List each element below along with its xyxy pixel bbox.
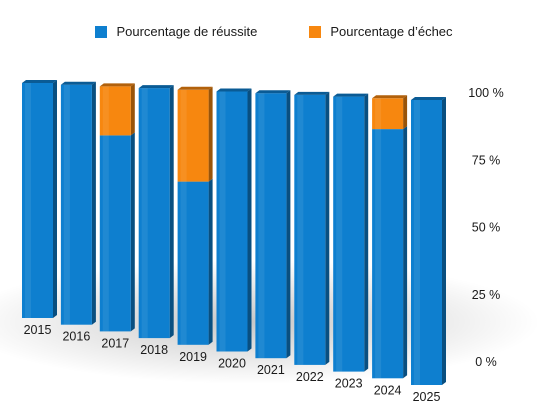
bar-segment-2016-0 [60, 84, 92, 325]
bar-segment-2017-0 [99, 135, 131, 332]
bar-side-2019-1 [208, 86, 213, 182]
bar-top-2016 [60, 81, 96, 85]
x-tick-label-2015: 2015 [24, 323, 52, 337]
bar-highlight-2021-0 [258, 93, 265, 359]
bar-side-2016-0 [91, 81, 96, 325]
bar-top-2024 [372, 95, 408, 99]
bar-segment-2017-1 [99, 86, 131, 136]
bar-top-2023 [333, 93, 369, 97]
bar-highlight-2017-1 [102, 86, 109, 136]
x-tick-label-2021: 2021 [257, 363, 285, 377]
bar-segment-2019-1 [177, 89, 209, 182]
legend: Pourcentage de réussite Pourcentage d’éc… [0, 24, 548, 39]
bar-2023 [333, 93, 369, 372]
bar-2025 [411, 97, 446, 385]
bar-highlight-2015-0 [25, 83, 31, 318]
legend-label-failure: Pourcentage d’échec [330, 24, 453, 39]
x-tick-label-2017: 2017 [101, 336, 129, 350]
bar-side-2025-0 [442, 97, 446, 385]
bar-top-2015 [22, 80, 57, 83]
bar-2015 [22, 80, 57, 318]
bar-side-2024-0 [403, 126, 408, 379]
bar-segment-2021-0 [255, 93, 287, 359]
y-tick-label-100: 100 % [468, 86, 503, 100]
bar-side-2021-0 [286, 90, 291, 359]
bar-top-2017 [99, 83, 135, 87]
bar-2016 [60, 81, 96, 325]
bar-2021 [255, 90, 291, 359]
bar-top-2022 [294, 91, 330, 95]
bar-side-2015-0 [53, 80, 57, 318]
bar-top-2021 [255, 90, 291, 94]
bar-segment-2020-0 [216, 91, 248, 352]
bar-top-2018 [138, 85, 174, 89]
bar-segment-2018-0 [138, 88, 170, 339]
x-tick-label-2022: 2022 [296, 370, 324, 384]
bar-side-2019-0 [208, 178, 213, 345]
bar-segment-2015-0 [22, 83, 53, 318]
x-tick-label-2020: 2020 [218, 357, 246, 371]
bar-top-2019 [177, 86, 213, 90]
bar-2024 [372, 95, 408, 379]
y-tick-label-75: 75 % [472, 153, 501, 167]
bar-side-2022-0 [325, 91, 330, 365]
bar-highlight-2016-0 [63, 84, 70, 325]
legend-item-failure: Pourcentage d’échec [309, 24, 453, 39]
x-tick-label-2018: 2018 [140, 343, 168, 357]
bar-side-2024-1 [403, 95, 408, 130]
bar-segment-2019-0 [177, 181, 209, 345]
bar-2017 [99, 83, 135, 332]
bar-2019 [177, 86, 213, 345]
bar-segment-2024-1 [372, 98, 404, 130]
bar-highlight-2025-0 [414, 100, 420, 385]
legend-swatch-failure [309, 25, 322, 38]
bar-side-2017-1 [130, 83, 135, 136]
x-tick-label-2019: 2019 [179, 350, 207, 364]
bar-highlight-2024-0 [375, 129, 382, 379]
bar-highlight-2024-1 [375, 98, 382, 130]
y-tick-label-25: 25 % [472, 288, 501, 302]
bar-highlight-2020-0 [219, 91, 226, 352]
legend-item-success: Pourcentage de réussite [95, 24, 257, 39]
legend-swatch-success [95, 25, 108, 38]
bar-top-2025 [411, 97, 446, 100]
bar-2022 [294, 91, 330, 365]
bar-highlight-2019-0 [180, 181, 187, 345]
bar-2020 [216, 88, 252, 352]
bar-highlight-2022-0 [297, 94, 304, 365]
bar-segment-2025-0 [411, 100, 442, 385]
bar-segment-2023-0 [333, 96, 365, 372]
y-tick-label-0: 0 % [475, 355, 497, 369]
y-tick-label-50: 50 % [472, 221, 501, 235]
x-tick-label-2024: 2024 [374, 383, 402, 397]
x-tick-label-2025: 2025 [413, 390, 441, 404]
bar-side-2023-0 [364, 93, 369, 372]
bar-segment-2024-0 [372, 129, 404, 379]
bar-highlight-2017-0 [102, 135, 109, 332]
bar-highlight-2018-0 [141, 88, 148, 339]
bar-side-2017-0 [130, 132, 135, 332]
x-tick-label-2023: 2023 [335, 377, 363, 391]
bar-top-2020 [216, 88, 252, 92]
bar-segment-2022-0 [294, 94, 326, 365]
bar-2018 [138, 85, 174, 339]
legend-label-success: Pourcentage de réussite [116, 24, 258, 39]
bar-highlight-2023-0 [336, 96, 343, 372]
bar-side-2018-0 [169, 85, 174, 339]
bar-highlight-2019-1 [180, 89, 187, 182]
x-tick-label-2016: 2016 [62, 330, 90, 344]
bar-side-2020-0 [247, 88, 252, 352]
